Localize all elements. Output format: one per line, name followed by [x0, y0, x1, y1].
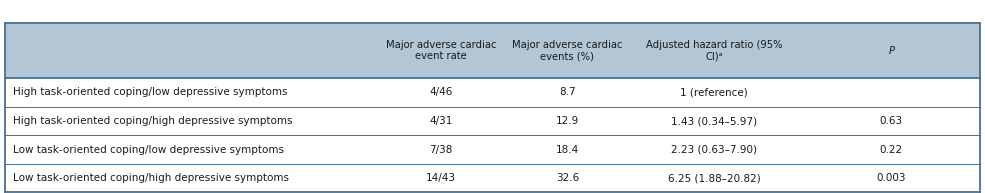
Text: 1.43 (0.34–5.97): 1.43 (0.34–5.97) — [671, 116, 757, 126]
Text: Low task-oriented coping/low depressive symptoms: Low task-oriented coping/low depressive … — [13, 145, 284, 155]
Text: 12.9: 12.9 — [556, 116, 579, 126]
Text: 0.22: 0.22 — [880, 145, 903, 155]
Text: 8.7: 8.7 — [559, 87, 575, 97]
Text: Adjusted hazard ratio (95%
CI)ᵃ: Adjusted hazard ratio (95% CI)ᵃ — [646, 40, 782, 61]
Text: High task-oriented coping/low depressive symptoms: High task-oriented coping/low depressive… — [13, 87, 288, 97]
Text: 14/43: 14/43 — [426, 173, 456, 183]
Text: 2.23 (0.63–7.90): 2.23 (0.63–7.90) — [671, 145, 757, 155]
Bar — [5, 78, 980, 107]
Bar — [5, 107, 980, 135]
Text: 18.4: 18.4 — [556, 145, 579, 155]
Text: 1 (reference): 1 (reference) — [681, 87, 748, 97]
Text: High task-oriented coping/high depressive symptoms: High task-oriented coping/high depressiv… — [13, 116, 293, 126]
Text: 4/46: 4/46 — [429, 87, 452, 97]
Text: 7/38: 7/38 — [429, 145, 452, 155]
Bar — [5, 23, 980, 78]
Text: P: P — [888, 46, 894, 56]
Text: 0.63: 0.63 — [880, 116, 903, 126]
Text: Major adverse cardiac
events (%): Major adverse cardiac events (%) — [512, 40, 623, 61]
Text: Low task-oriented coping/high depressive symptoms: Low task-oriented coping/high depressive… — [13, 173, 289, 183]
Text: 6.25 (1.88–20.82): 6.25 (1.88–20.82) — [668, 173, 760, 183]
Text: Major adverse cardiac
event rate: Major adverse cardiac event rate — [385, 40, 496, 61]
Bar — [5, 135, 980, 164]
Text: 32.6: 32.6 — [556, 173, 579, 183]
Text: 4/31: 4/31 — [429, 116, 452, 126]
Bar — [5, 164, 980, 192]
Text: 0.003: 0.003 — [877, 173, 906, 183]
